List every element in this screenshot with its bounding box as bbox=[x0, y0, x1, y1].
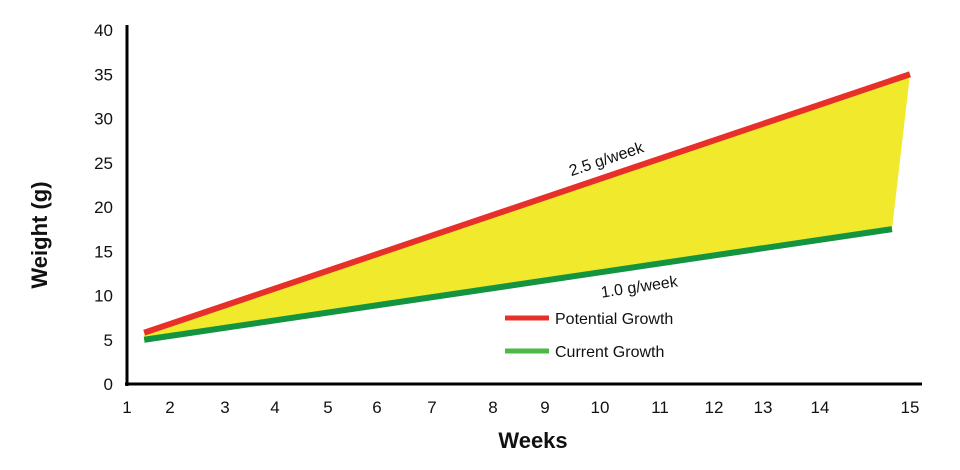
x-axis-label: Weeks bbox=[498, 428, 567, 453]
x-tick-label: 12 bbox=[705, 398, 724, 417]
x-tick-label: 15 bbox=[901, 398, 920, 417]
potential-growth-line bbox=[143, 71, 911, 336]
x-tick-label: 1 bbox=[122, 398, 131, 417]
x-tick-label: 8 bbox=[488, 398, 497, 417]
legend-label-potential: Potential Growth bbox=[555, 311, 673, 328]
y-tick-label: 10 bbox=[94, 287, 113, 306]
current-growth-line bbox=[143, 226, 893, 343]
x-tick-label: 9 bbox=[540, 398, 549, 417]
x-tick-label: 6 bbox=[372, 398, 381, 417]
y-tick-label: 20 bbox=[94, 198, 113, 217]
legend: Potential Growth Current Growth bbox=[505, 311, 673, 361]
current-rate-annotation: 1.0 g/week bbox=[600, 273, 680, 301]
y-tick-label: 40 bbox=[94, 21, 113, 40]
x-tick-label: 4 bbox=[270, 398, 279, 417]
x-tick-label: 11 bbox=[651, 398, 669, 417]
y-tick-label: 25 bbox=[94, 154, 113, 173]
y-tick-label: 15 bbox=[94, 242, 113, 261]
x-tick-label: 13 bbox=[754, 398, 773, 417]
x-tick-label: 10 bbox=[591, 398, 610, 417]
x-tick-label: 5 bbox=[323, 398, 332, 417]
y-tick-label: 0 bbox=[104, 375, 113, 394]
x-tick-label: 3 bbox=[220, 398, 229, 417]
y-tick-label: 30 bbox=[94, 110, 113, 129]
y-axis-label: Weight (g) bbox=[27, 181, 52, 288]
x-tick-label: 14 bbox=[811, 398, 830, 417]
y-tick-label: 5 bbox=[104, 331, 113, 350]
x-tick-label: 2 bbox=[165, 398, 174, 417]
y-tick-label: 35 bbox=[94, 65, 113, 84]
legend-label-current: Current Growth bbox=[555, 344, 664, 361]
x-tick-label: 7 bbox=[427, 398, 436, 417]
